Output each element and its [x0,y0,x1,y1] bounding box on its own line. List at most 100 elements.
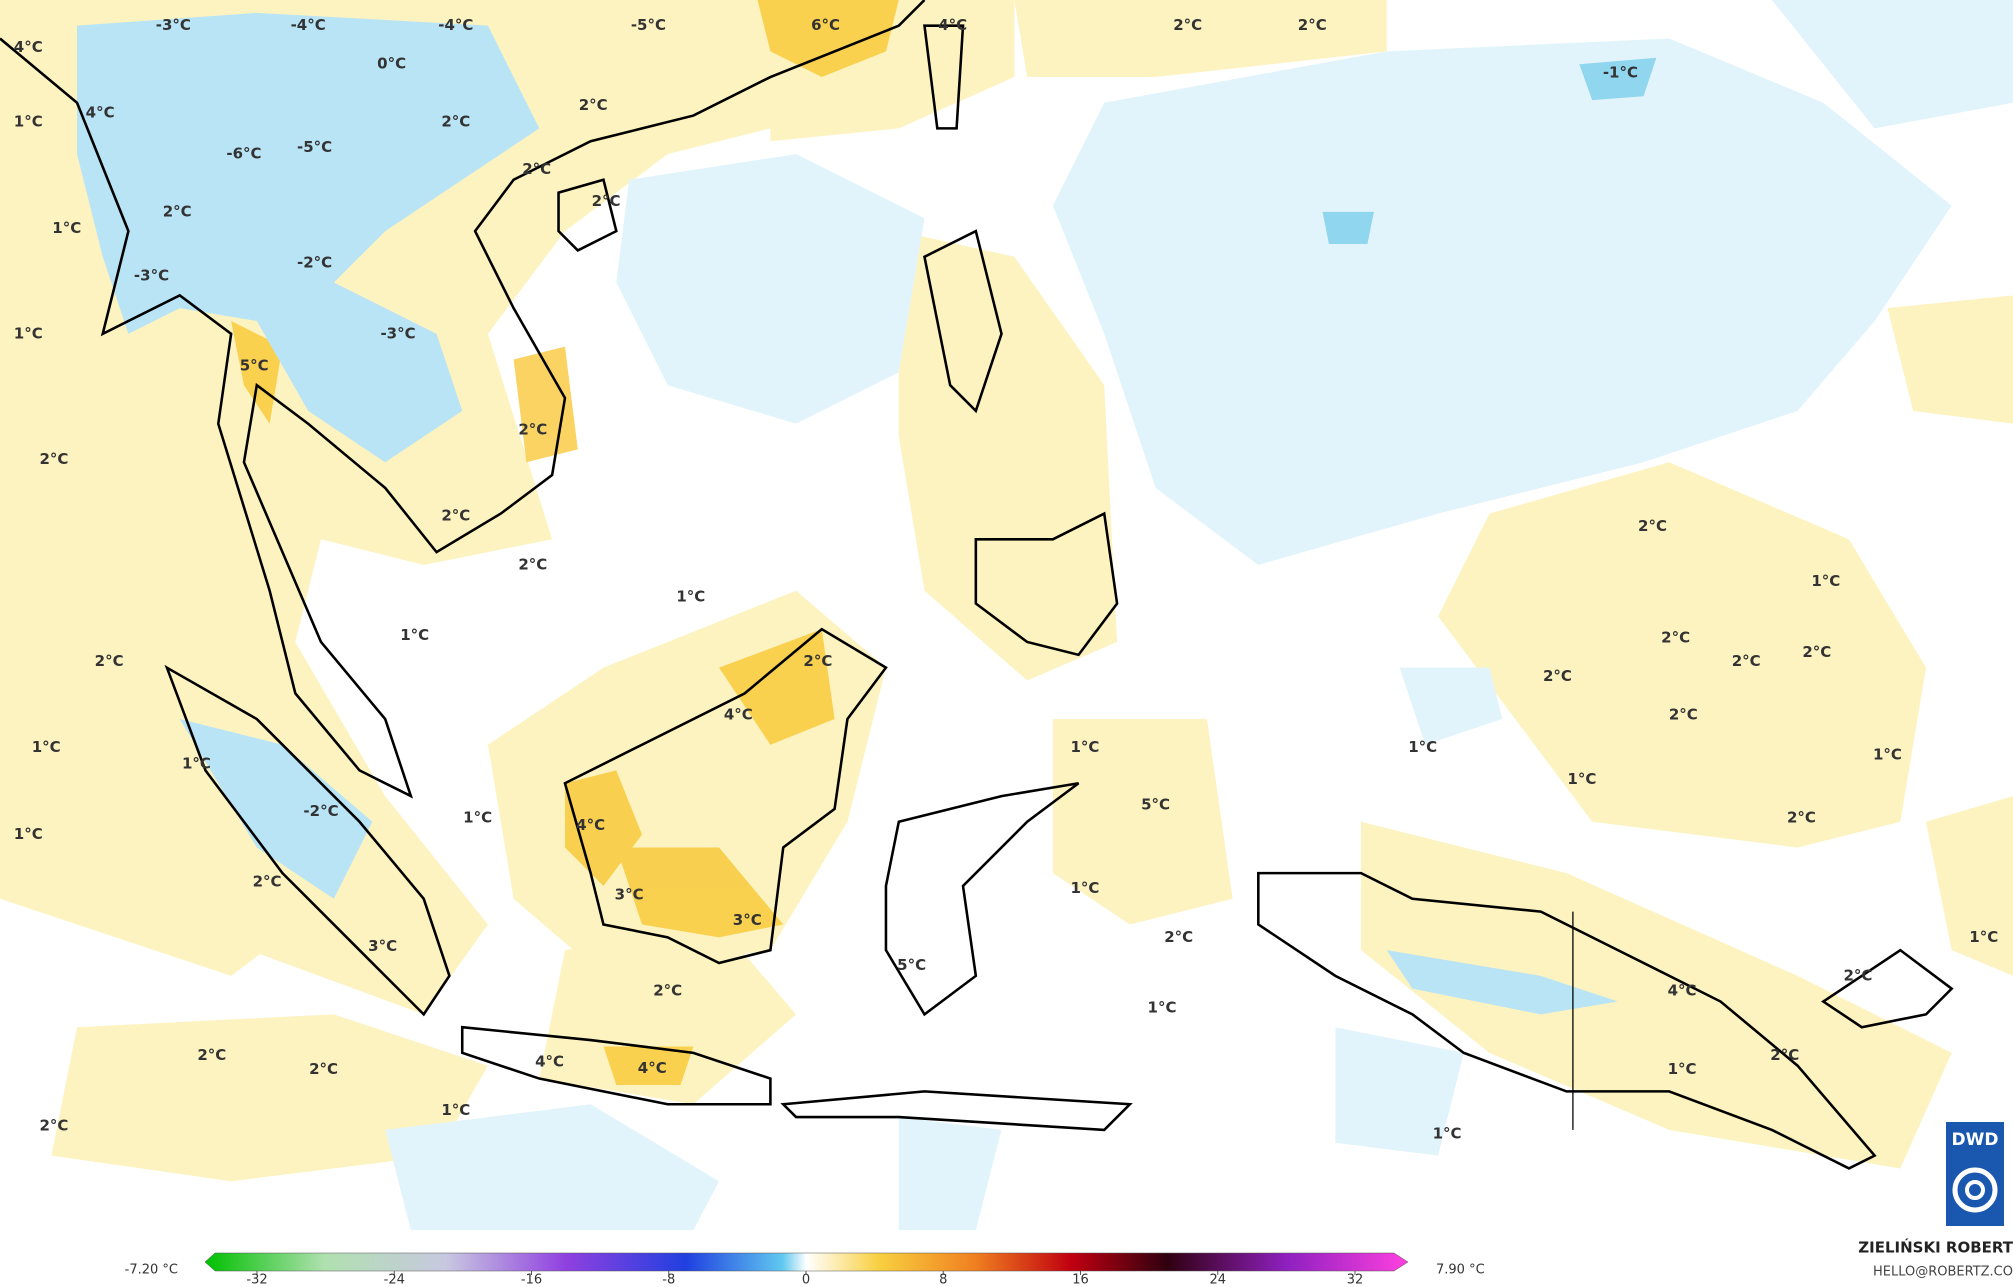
temperature-label: 1°C [32,738,61,756]
temperature-label: -2°C [303,802,338,820]
temperature-label: 2°C [1164,928,1193,946]
temperature-label: 1°C [14,324,43,342]
temperature-label: 2°C [39,450,68,468]
temperature-label: -1°C [1603,64,1638,82]
cool-areas [385,0,2013,1231]
temperature-label: 1°C [182,754,211,772]
temperature-label: 1°C [1668,1060,1697,1078]
temperature-label: 1°C [14,825,43,843]
colorbar: -7.20 °C 7.90 °C [0,1232,2013,1287]
temperature-label: 2°C [1298,16,1327,34]
temperature-label: 5°C [1141,796,1170,814]
temperature-label: 1°C [676,588,705,606]
temperature-label: 1°C [1567,770,1596,788]
colorbar-tick-label: -32 [246,1273,267,1287]
temperature-label: 2°C [653,982,682,1000]
temperature-label: 1°C [1071,879,1100,897]
temperature-label: 2°C [197,1046,226,1064]
temperature-label: 2°C [1787,808,1816,826]
temperature-label: -4°C [291,16,326,34]
temperature-label: 5°C [897,956,926,974]
colorbar-min: -7.20 °C [125,1263,178,1278]
temperature-label: 2°C [518,421,547,439]
temperature-label: 2°C [1638,517,1667,535]
temperature-label: 1°C [52,219,81,237]
logo: DWD [1946,1122,2004,1226]
temperature-label: -3°C [156,16,191,34]
temperature-label: 2°C [1732,652,1761,670]
temperature-label: 2°C [1843,966,1872,984]
temperature-label: 1°C [463,808,492,826]
temperature-label: 4°C [86,103,115,121]
temperature-label: 2°C [95,652,124,670]
colorbar-tick-label: 0 [802,1273,810,1287]
temperature-label: -5°C [297,138,332,156]
temperature-label: 2°C [163,202,192,220]
temperature-label: 4°C [576,816,605,834]
author: ZIELIŃSKI ROBERT [1858,1238,2013,1257]
temperature-label: -4°C [438,16,473,34]
colorbar-max: 7.90 °C [1436,1263,1485,1278]
temperature-label: 5°C [240,356,269,374]
temperature-label: 2°C [1543,667,1572,685]
temperature-label: -2°C [297,254,332,272]
temperature-label: 2°C [253,873,282,891]
colorbar-tick-label: 16 [1072,1273,1089,1287]
temperature-label: 1°C [1811,572,1840,590]
temperature-label: 2°C [803,652,832,670]
temperature-label: 2°C [1669,706,1698,724]
colorbar-tick-label: -24 [384,1273,405,1287]
temperature-label: 1°C [1148,998,1177,1016]
temperature-label: 4°C [724,706,753,724]
temperature-label: 2°C [592,192,621,210]
temperature-label: 1°C [1969,928,1998,946]
temperature-label: 4°C [1668,982,1697,1000]
colorbar-tick-label: -16 [521,1273,542,1287]
temperature-label: 4°C [938,16,967,34]
temperature-label: 4°C [638,1059,667,1077]
temperature-label: 3°C [368,937,397,955]
temperature-label: 2°C [39,1117,68,1135]
warm-areas [0,0,2013,1182]
temperature-label: 2°C [579,96,608,114]
temperature-label: 1°C [1071,738,1100,756]
temperature-label: -3°C [380,324,415,342]
temperature-label: -3°C [134,267,169,285]
logo-swirl [1952,1167,1998,1213]
map [0,0,2013,1231]
temperature-label: 2°C [1661,629,1690,647]
temperature-label: 1°C [441,1101,470,1119]
map-labels: -3°C -4°C -4°C -5°C 6°C 4°C 2°C 2°C -1°C 4°C 0°C 2°… [14,16,1998,1142]
temperature-label: 2°C [309,1060,338,1078]
temperature-label: 1°C [1873,745,1902,763]
temperature-label: 2°C [441,112,470,130]
temperature-label: 4°C [14,38,43,56]
temperature-label: 1°C [1408,738,1437,756]
temperature-label: 0°C [377,55,406,73]
temperature-label: 1°C [400,626,429,644]
colorbar-tick-label: -8 [662,1273,675,1287]
coastlines [0,0,1954,1170]
colorbar-tick-label: 8 [939,1273,947,1287]
contact: HELLO@ROBERTZ.CO [1873,1265,2013,1280]
colorbar-tick-label: 24 [1209,1273,1226,1287]
temperature-label: 1°C [14,112,43,130]
temperature-label: -5°C [631,16,666,34]
temperature-label: 6°C [811,16,840,34]
temperature-label: 3°C [615,885,644,903]
temperature-label: 2°C [518,555,547,573]
temperature-label: 3°C [733,911,762,929]
logo-swirl [1965,1180,1985,1200]
temperature-label: 2°C [1173,16,1202,34]
cold-areas [77,12,1657,1015]
temperature-label: 2°C [1802,643,1831,661]
colorbar-scale [204,1252,1409,1272]
logo-text: DWD [1952,1130,1999,1150]
temperature-label: 2°C [1770,1046,1799,1064]
hot-areas [231,0,899,1085]
temperature-label: 2°C [522,160,551,178]
temperature-label: -6°C [226,145,261,163]
temperature-label: 2°C [441,507,470,525]
temperature-label: 1°C [1433,1124,1462,1142]
